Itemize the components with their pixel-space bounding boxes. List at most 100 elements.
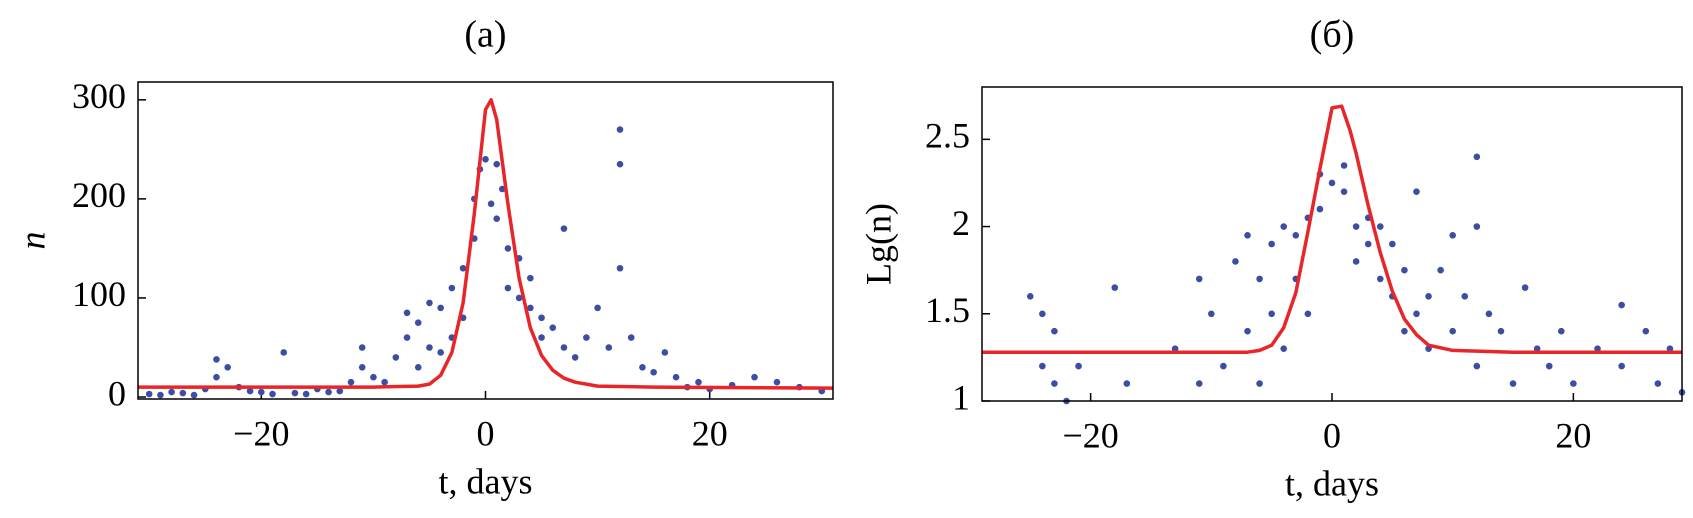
data-point	[1352, 258, 1360, 265]
data-point	[1051, 380, 1058, 387]
data-point	[1292, 231, 1300, 239]
data-point	[1618, 362, 1625, 370]
data-point	[190, 391, 198, 399]
data-point	[482, 155, 489, 163]
data-point	[1425, 293, 1432, 300]
data-point	[627, 334, 635, 341]
data-point	[1352, 223, 1360, 230]
data-point	[1256, 275, 1263, 283]
data-point	[616, 160, 624, 168]
data-point	[773, 378, 781, 386]
data-point	[1171, 345, 1179, 352]
data-point	[1558, 327, 1565, 335]
data-point	[515, 294, 523, 302]
data-point	[1618, 301, 1625, 309]
data-point	[437, 349, 444, 356]
data-point	[594, 304, 601, 312]
data-point	[1437, 266, 1444, 274]
axes-frame	[981, 86, 1683, 402]
data-point	[650, 368, 657, 376]
fit-line	[138, 98, 834, 390]
data-point	[179, 389, 187, 397]
data-point	[571, 354, 579, 361]
data-point	[1280, 223, 1288, 230]
data-point	[1280, 345, 1288, 352]
data-point	[1075, 362, 1082, 370]
data-point	[1485, 310, 1493, 318]
data-point	[1256, 380, 1263, 387]
data-point	[493, 160, 501, 168]
data-point	[616, 264, 624, 272]
data-point	[560, 344, 568, 351]
y-tick-label: 100	[72, 274, 126, 314]
data-point	[538, 334, 545, 341]
x-tick-label: 20	[1555, 415, 1591, 455]
panel-title: (a)	[464, 14, 506, 56]
data-point	[1268, 310, 1275, 318]
data-point	[1123, 380, 1131, 387]
data-point	[1545, 362, 1553, 370]
data-point	[157, 391, 164, 399]
data-point	[639, 364, 646, 371]
data-point	[527, 304, 534, 312]
x-tick-label: −20	[1062, 415, 1118, 455]
data-point	[426, 344, 433, 351]
data-point	[1497, 327, 1505, 335]
data-point	[1026, 293, 1034, 300]
axes-frame	[137, 81, 834, 400]
data-point	[246, 387, 254, 395]
data-point	[168, 388, 175, 396]
data-point	[302, 390, 310, 398]
data-point	[1473, 223, 1481, 230]
y-tick-label: 1	[952, 377, 970, 417]
data-point	[1389, 240, 1396, 248]
data-point	[487, 200, 495, 208]
data-point	[560, 225, 568, 232]
data-point	[358, 364, 366, 371]
data-point	[224, 364, 231, 371]
data-point	[403, 309, 411, 317]
data-point	[1195, 380, 1203, 387]
x-axis-label: t, days	[1285, 463, 1379, 503]
data-point	[1364, 240, 1372, 248]
data-point	[1449, 231, 1456, 239]
data-point	[1232, 258, 1239, 265]
data-point	[1244, 231, 1251, 239]
data-point	[269, 390, 276, 398]
data-point	[403, 334, 411, 341]
data-point	[527, 274, 534, 282]
data-point	[1340, 162, 1348, 169]
data-point	[1304, 310, 1312, 318]
data-point	[358, 344, 366, 351]
data-point	[1195, 275, 1203, 283]
data-point	[347, 378, 355, 386]
data-point	[448, 284, 456, 292]
data-point	[549, 324, 557, 331]
data-point	[1473, 362, 1481, 370]
data-point	[291, 389, 299, 397]
data-point	[1473, 153, 1481, 161]
y-tick-label: 1.5	[925, 290, 970, 330]
data-point	[695, 378, 702, 386]
data-point	[1039, 310, 1046, 318]
x-tick-label: 0	[477, 413, 495, 453]
data-point	[1413, 310, 1420, 318]
data-point	[1376, 275, 1384, 283]
data-point	[1376, 223, 1384, 230]
data-point	[1039, 362, 1046, 370]
data-point	[1594, 345, 1601, 352]
data-point	[1533, 345, 1541, 352]
data-point	[1244, 327, 1251, 335]
x-tick-label: −20	[233, 413, 289, 453]
y-tick-label: 300	[72, 76, 126, 116]
data-point	[605, 344, 613, 351]
data-point	[258, 388, 265, 396]
data-point	[661, 349, 669, 356]
panel: (б) t, days Lg(n) −20 0 20 1 1.5 2 2.5	[858, 14, 1686, 503]
data-point	[1401, 327, 1408, 335]
data-point	[145, 390, 153, 398]
data-point	[414, 364, 422, 371]
data-point	[1316, 205, 1324, 213]
data-point	[1449, 327, 1456, 335]
